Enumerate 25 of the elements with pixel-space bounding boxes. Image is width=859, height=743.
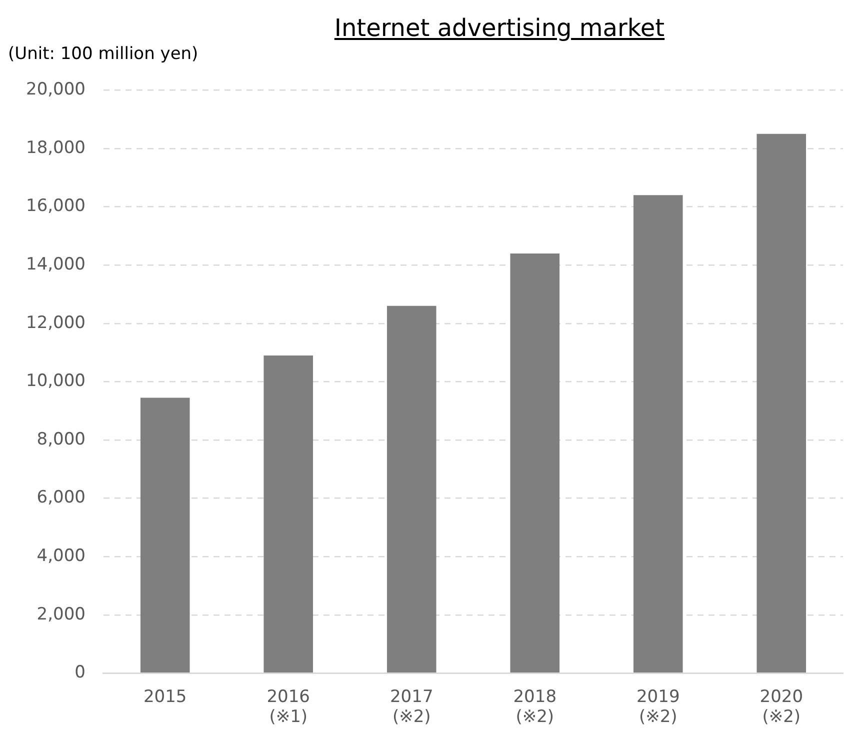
bar: [140, 398, 190, 673]
y-axis-title: (Unit: 100 million yen): [8, 44, 198, 64]
y-tick-label: 12,000: [26, 312, 86, 333]
y-tick-label: 10,000: [26, 371, 86, 392]
y-tick-label: 18,000: [26, 138, 86, 158]
y-tick-label: 0: [74, 662, 86, 683]
y-tick-label: 8,000: [36, 429, 86, 450]
bar: [756, 134, 806, 673]
bar: [510, 253, 560, 673]
y-tick-label: 6,000: [36, 488, 86, 508]
x-tick-label: 2019 (※2): [636, 686, 680, 728]
y-tick-label: 4,000: [36, 546, 86, 566]
x-tick-label: 2020 (※2): [760, 686, 804, 728]
y-tick-label: 2,000: [36, 604, 86, 624]
bar: [386, 306, 436, 673]
x-tick-label: 2017 (※2): [390, 686, 434, 728]
x-tick-label: 2016 (※1): [266, 686, 310, 728]
y-tick-label: 16,000: [26, 196, 86, 216]
chart-title: Internet advertising market: [334, 14, 665, 42]
x-tick-label: 2018 (※2): [513, 686, 556, 728]
bar: [264, 355, 314, 673]
y-tick-label: 20,000: [26, 80, 86, 100]
x-tick-label: 2015: [143, 686, 187, 707]
y-tick-label: 14,000: [26, 254, 86, 275]
bar: [633, 195, 683, 673]
